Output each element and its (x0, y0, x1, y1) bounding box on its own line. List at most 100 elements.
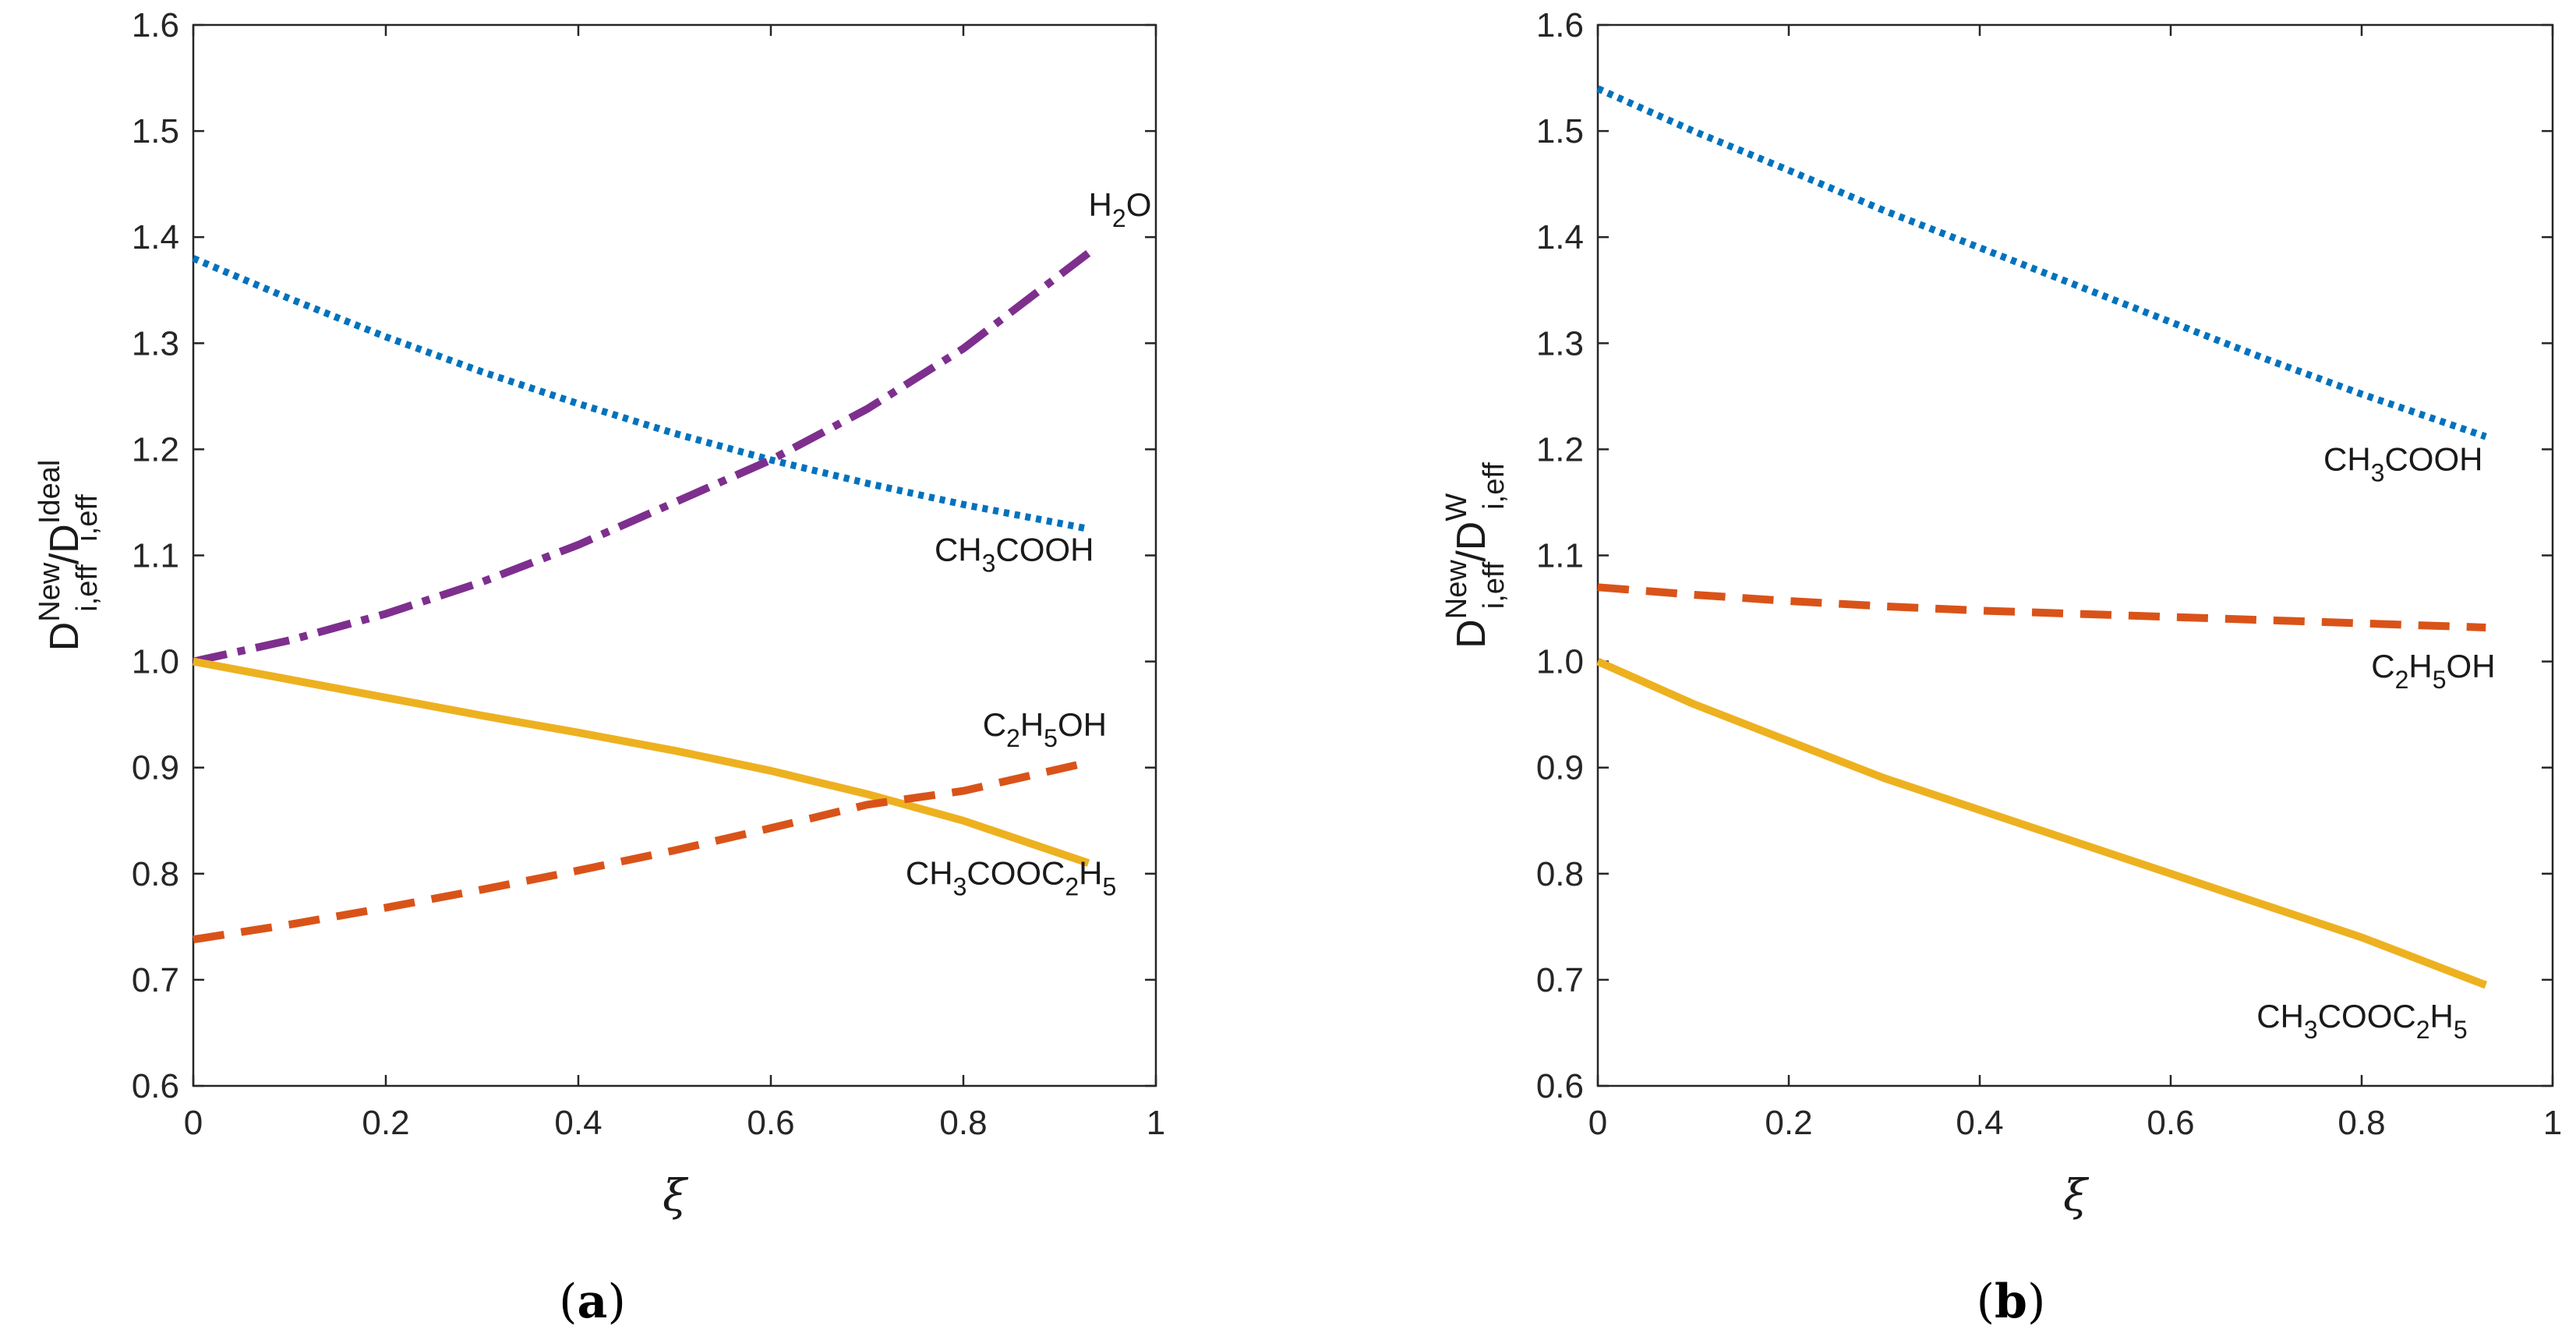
y-tick-label: 0.7 (132, 961, 179, 999)
series-label-ch3cooh-part: CH (935, 531, 982, 567)
series-label-c2h5oh-part: OH (2447, 648, 2496, 684)
series-label-c2h5oh-part: H (2408, 648, 2432, 684)
series-line-ch3cooc2h5 (193, 657, 1090, 867)
y-tick-label: 0.9 (132, 749, 179, 787)
series-label-ch3cooh-part: COOH (995, 531, 1094, 567)
x-tick-label: 0.6 (2147, 1104, 2194, 1142)
series-label-h2o-part: O (1126, 186, 1152, 223)
y-label-sup2: W (1440, 493, 1473, 522)
series-label-ch3cooc2h5-part: COOC (966, 854, 1065, 891)
series-label-ch3cooh-part: 3 (982, 549, 996, 577)
y-tick-label: 0.8 (132, 855, 179, 893)
series-label-ch3cooc2h5-part: H (1079, 854, 1102, 891)
y-label-slash: / (1449, 550, 1494, 562)
x-tick-label: 0 (1588, 1104, 1607, 1142)
y-tick-label: 0.6 (132, 1067, 179, 1105)
series-label-ch3cooc2h5: CH3COOC2H5 (2256, 998, 2467, 1044)
y-tick-label: 1.6 (1536, 6, 1584, 44)
y-tick-label: 1.1 (132, 537, 179, 575)
x-tick-label: 0.8 (2337, 1104, 2385, 1142)
y-tick-label: 0.7 (1536, 961, 1584, 999)
series-label-c2h5oh-part: 2 (1006, 724, 1020, 752)
series-label-c2h5oh: C2H5OH (983, 706, 1107, 752)
series-label-ch3cooh: CH3COOH (935, 531, 1094, 577)
x-tick-label: 0.2 (1765, 1104, 1812, 1142)
y-label-sub1: i,eff (71, 564, 104, 612)
series-label-ch3cooc2h5-part: 3 (953, 872, 967, 900)
x-tick-label: 0.4 (1956, 1104, 2003, 1142)
series-line-ch3cooc2h5 (1595, 658, 2488, 989)
y-tick-label: 1.1 (1536, 537, 1584, 575)
y-tick-label: 1.5 (132, 112, 179, 150)
series-label-ch3cooc2h5-part: 2 (1065, 872, 1079, 900)
y-axis-label: DNew i,eff/DW i,eff (1440, 462, 1511, 649)
x-tick-label: 1 (1147, 1104, 1165, 1142)
y-tick-label: 0.9 (1536, 749, 1584, 787)
series-line-c2h5oh (193, 758, 1090, 944)
series-label-ch3cooh: CH3COOH (2323, 441, 2482, 487)
series-label-ch3cooc2h5-part: CH (2256, 998, 2304, 1034)
series-label-ch3cooc2h5: CH3COOC2H5 (906, 854, 1116, 900)
series-label-ch3cooc2h5-part: COOC (2318, 998, 2416, 1034)
x-tick-label: 0.2 (362, 1104, 409, 1142)
series-label-c2h5oh-part: C (2371, 648, 2394, 684)
y-tick-label: 1.0 (1536, 643, 1584, 681)
y-label-slash: / (42, 553, 87, 564)
series-label-c2h5oh-part: 2 (2395, 666, 2409, 694)
series-label-ch3cooc2h5-part: 5 (2454, 1016, 2468, 1044)
x-tick-label: 1 (2543, 1104, 2562, 1142)
y-axis-label: DNew i,eff/DIdeal i,eff (34, 460, 104, 652)
series-line-ch3cooh (1596, 85, 2487, 440)
panel-a-chart: 0.6 0.7 0.8 0.9 1.0 1.1 1.2 1.3 1.4 1.5 1.6 0 0.2 0.4… (34, 6, 1165, 1222)
y-tick-label: 1.4 (1536, 218, 1584, 256)
series-label-c2h5oh: C2H5OH (2371, 648, 2495, 694)
panel-a-caption: (a) (559, 1275, 626, 1329)
y-tick-label: 1.2 (1536, 430, 1584, 468)
y-tick-label: 1.3 (132, 324, 179, 362)
series-label-ch3cooc2h5-part: 5 (1103, 872, 1117, 900)
y-label-main2: D (1449, 522, 1494, 551)
y-label-sup2: Ideal (34, 460, 66, 524)
series-label-ch3cooh-part: 3 (2371, 459, 2385, 487)
x-axis-label: ξ (663, 1171, 689, 1222)
series-line-ch3cooh (192, 255, 1090, 532)
x-axis-label: ξ (2063, 1171, 2090, 1222)
series-label-h2o: H2O (1089, 186, 1152, 232)
y-label-main1: D (1449, 619, 1494, 649)
y-label-sup1: New (1440, 560, 1473, 620)
y-tick-label: 0.6 (1536, 1067, 1584, 1105)
x-tick-label: 0 (184, 1104, 203, 1142)
series-label-c2h5oh-part: 5 (2433, 666, 2447, 694)
series-line-h2o (192, 249, 1091, 666)
y-label-main2: D (42, 524, 87, 553)
series-label-ch3cooh-part: COOH (2384, 441, 2482, 478)
y-label-sub1: i,eff (1478, 561, 1511, 609)
panel-b-chart: 0.6 0.7 0.8 0.9 1.0 1.1 1.2 1.3 1.4 1.5 1.6 0 0.2 0.4… (1440, 6, 2562, 1222)
y-tick-label: 1.4 (132, 218, 179, 256)
series-label-ch3cooh-part: CH (2323, 441, 2371, 478)
x-tick-label: 0.8 (939, 1104, 987, 1142)
y-label-sup1: New (34, 562, 66, 622)
x-tick-label: 0.4 (554, 1104, 602, 1142)
axes-box (1596, 23, 2554, 1087)
y-tick-label: 0.8 (1536, 855, 1584, 893)
series-line-c2h5oh (1597, 583, 2486, 631)
series-label-h2o-part: 2 (1112, 204, 1126, 232)
series-label-c2h5oh-part: C (983, 706, 1006, 743)
y-tick-label: 1.2 (132, 430, 179, 468)
y-label-sub2: i,eff (1478, 462, 1511, 510)
series-label-c2h5oh-part: OH (1058, 706, 1107, 743)
series-label-ch3cooc2h5-part: 2 (2416, 1016, 2430, 1044)
panel-b-caption: (b) (1977, 1275, 2046, 1329)
y-tick-label: 1.3 (1536, 324, 1584, 362)
y-tick-label: 1.6 (132, 6, 179, 44)
y-label-sub2: i,eff (71, 494, 104, 542)
y-label-main1: D (42, 622, 87, 652)
series-label-ch3cooc2h5-part: H (2430, 998, 2454, 1034)
y-tick-label: 1.5 (1536, 112, 1584, 150)
series-label-c2h5oh-part: 5 (1044, 724, 1058, 752)
series-label-c2h5oh-part: H (1020, 706, 1044, 743)
series-label-ch3cooc2h5-part: 3 (2304, 1016, 2318, 1044)
y-tick-label: 1.0 (132, 643, 179, 681)
